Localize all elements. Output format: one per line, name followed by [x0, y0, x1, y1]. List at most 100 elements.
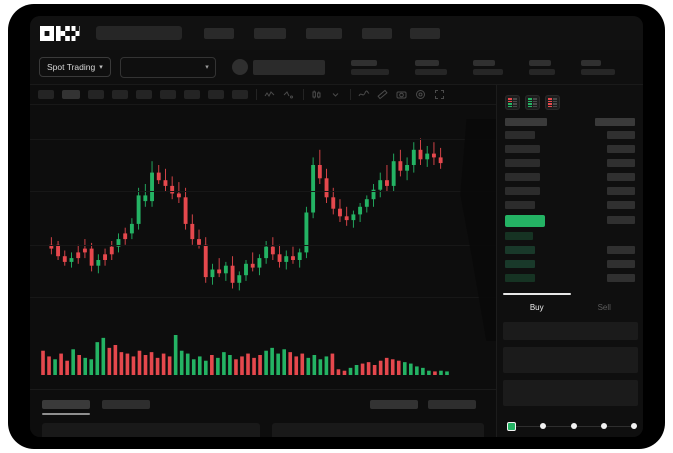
nav-item-4[interactable]: [362, 27, 392, 39]
orderbook-both-icon[interactable]: [505, 95, 520, 110]
fullscreen-icon[interactable]: [433, 88, 446, 101]
orders-panel: [30, 389, 496, 437]
line-style-icon[interactable]: [357, 88, 370, 101]
stepper-dot-5[interactable]: [631, 423, 637, 429]
buy-sell-tabs: Buy Sell: [503, 293, 638, 317]
chart-gridline: [30, 297, 496, 298]
ticker-stat-4-value: [528, 68, 555, 75]
timeframe-button-9[interactable]: [232, 90, 248, 99]
global-search-input[interactable]: [96, 26, 182, 40]
trading-pair-dropdown[interactable]: ▾: [119, 56, 216, 78]
orderbook-ask-amount: [607, 159, 635, 167]
chart-gridline: [30, 245, 496, 246]
okx-logo-icon[interactable]: [40, 25, 80, 41]
ticker-stat-2: [414, 59, 447, 75]
stepper-line: [576, 425, 601, 427]
orderbook-ask-row[interactable]: [505, 145, 540, 153]
toolbar-divider: [256, 89, 257, 100]
orders-action-1[interactable]: [370, 400, 418, 409]
coin-avatar-icon: [231, 59, 248, 75]
orderbook-ask-amount: [607, 131, 635, 139]
timeframe-button-2[interactable]: [62, 90, 80, 99]
timeframe-button-1[interactable]: [38, 90, 54, 99]
orders-tab-open[interactable]: [42, 400, 90, 409]
orderbook-bid-row[interactable]: [505, 274, 535, 282]
nav-item-5[interactable]: [410, 27, 440, 39]
orderbook-ask-row[interactable]: [505, 201, 535, 209]
ticker-stat-3-label: [472, 59, 495, 66]
orderbook-ask-row[interactable]: [505, 159, 540, 167]
orderbook-ask-amount: [607, 145, 635, 153]
orderbook-bid-row[interactable]: [505, 260, 535, 268]
orders-tab-active-underline: [42, 413, 90, 415]
more-chevron-icon[interactable]: [329, 88, 342, 101]
indicators-icon[interactable]: [263, 88, 276, 101]
stepper-line: [516, 425, 541, 427]
volume-histogram[interactable]: [30, 327, 496, 389]
chart-gridline: [30, 139, 496, 140]
stepper-line: [606, 425, 631, 427]
orderbook-bids-icon[interactable]: [525, 95, 540, 110]
stepper-dot-2[interactable]: [540, 423, 547, 429]
ticker-stat-1: [350, 59, 389, 75]
nav-item-3[interactable]: [306, 27, 342, 39]
orders-card-1[interactable]: [42, 423, 260, 437]
orderbook-bid-amount: [607, 246, 635, 254]
device-frame: Spot Trading ▾ ▾: [8, 4, 665, 449]
orderbook-col-header-amount: [595, 118, 635, 126]
timeframe-button-7[interactable]: [184, 90, 200, 99]
order-field-3[interactable]: [503, 380, 638, 406]
orders-tab-history[interactable]: [102, 400, 150, 409]
chevron-down-icon: ▾: [99, 64, 103, 71]
market-type-dropdown[interactable]: Spot Trading ▾: [39, 57, 111, 77]
toolbar-divider: [350, 89, 351, 100]
coin-name-label: [252, 59, 325, 75]
tab-buy[interactable]: Buy: [503, 293, 571, 317]
chart-gridline: [30, 191, 496, 192]
chart-settings-icon[interactable]: [414, 88, 427, 101]
ticker-stat-2-label: [414, 59, 439, 66]
timeframe-button-4[interactable]: [112, 90, 128, 99]
orderbook-ask-row[interactable]: [505, 187, 540, 195]
orderbook-ask-row[interactable]: [505, 173, 540, 181]
ticker-stat-5-value: [580, 68, 615, 75]
orderbook-bid-row[interactable]: [505, 246, 535, 254]
snapshot-camera-icon[interactable]: [395, 88, 408, 101]
timeframe-button-5[interactable]: [136, 90, 152, 99]
orderbook-bid-row[interactable]: [505, 232, 533, 240]
stepper-dot-4[interactable]: [600, 423, 607, 429]
timeframe-button-8[interactable]: [208, 90, 224, 99]
order-field-2[interactable]: [503, 347, 638, 373]
orderbook-ask-amount: [607, 187, 635, 195]
stepper-line: [546, 425, 571, 427]
ticker-stat-3-value: [472, 68, 503, 75]
orders-card-2[interactable]: [272, 423, 484, 437]
stepper-dot-3[interactable]: [570, 423, 577, 429]
candlestick-type-icon[interactable]: [310, 88, 323, 101]
orderbook-ask-amount: [607, 173, 635, 181]
nav-item-1[interactable]: [204, 27, 234, 39]
candlestick-series: [49, 138, 443, 291]
ticker-stat-4-label: [528, 59, 551, 66]
order-field-1[interactable]: [503, 322, 638, 340]
ticker-stat-1-label: [350, 59, 377, 66]
ticker-stat-5-label: [580, 59, 601, 66]
orderbook-bid-amount: [607, 260, 635, 268]
orderbook-last-amount: [607, 216, 635, 224]
tab-sell[interactable]: Sell: [597, 302, 611, 312]
order-amount-stepper[interactable]: [507, 421, 637, 431]
orderbook-ask-row[interactable]: [505, 131, 535, 139]
timeframe-button-6[interactable]: [160, 90, 176, 99]
ticker-stat-2-value: [414, 68, 447, 75]
candlestick-chart[interactable]: [30, 105, 496, 327]
orderbook-ask-amount: [607, 201, 635, 209]
market-ticker-bar: Spot Trading ▾ ▾: [30, 50, 643, 85]
measure-ruler-icon[interactable]: [376, 88, 389, 101]
compare-icon[interactable]: [282, 88, 295, 101]
orderbook-asks-icon[interactable]: [545, 95, 560, 110]
timeframe-button-3[interactable]: [88, 90, 104, 99]
ticker-stat-1-value: [350, 68, 389, 75]
nav-item-2[interactable]: [254, 27, 286, 39]
orders-action-2[interactable]: [428, 400, 476, 409]
stepper-dot-1[interactable]: [507, 421, 516, 431]
